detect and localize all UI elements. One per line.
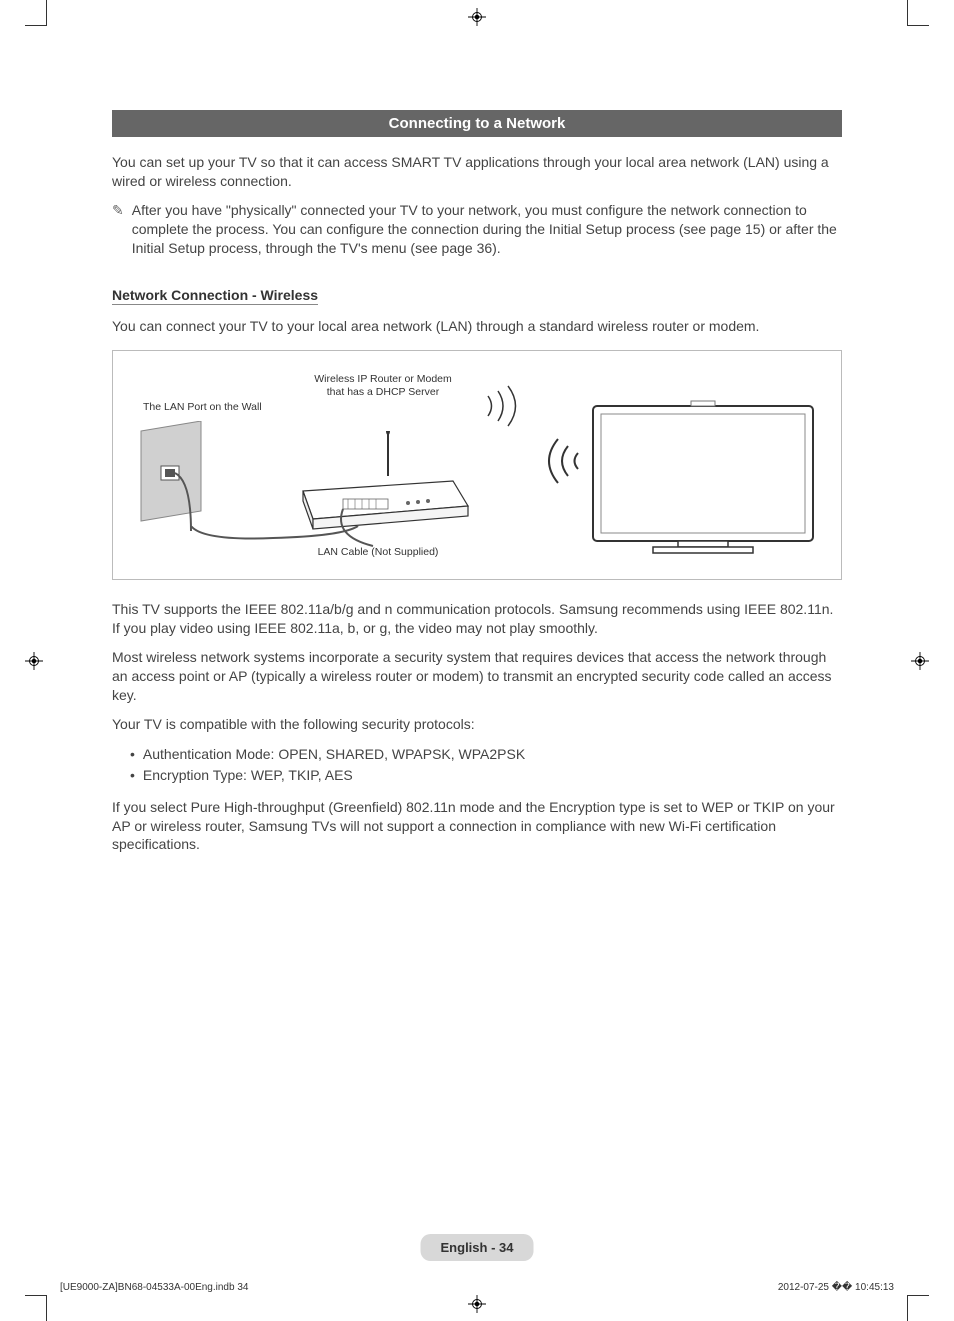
crop-mark: [25, 1295, 47, 1296]
crop-mark: [907, 0, 908, 25]
wifi-signal-in-icon: [538, 431, 588, 491]
subheading: Network Connection - Wireless: [112, 287, 318, 305]
intro-paragraph: You can set up your TV so that it can ac…: [112, 153, 842, 191]
note-text: After you have "physically" connected yo…: [132, 201, 842, 258]
note: ✎ After you have "physically" connected …: [112, 201, 842, 258]
tv-icon: [583, 396, 823, 566]
print-filename: [UE9000-ZA]BN68-04533A-00Eng.indb 34: [60, 1282, 248, 1293]
lan-cable-icon: [183, 526, 363, 546]
crop-mark: [907, 1295, 929, 1296]
list-item: • Authentication Mode: OPEN, SHARED, WPAP…: [130, 744, 842, 765]
paragraph-protocols: This TV supports the IEEE 802.11a/b/g an…: [112, 600, 842, 638]
list-item-text: Authentication Mode: OPEN, SHARED, WPAPS…: [143, 744, 525, 765]
registration-mark-icon: [468, 1295, 486, 1313]
section-header: Connecting to a Network: [112, 110, 842, 137]
wifi-signal-out-icon: [483, 381, 533, 431]
wall-port-icon: [131, 421, 231, 541]
page-number-badge: English - 34: [421, 1234, 534, 1261]
crop-mark: [907, 1296, 908, 1321]
crop-mark: [25, 25, 47, 26]
page-content: Connecting to a Network You can set up y…: [112, 110, 842, 864]
registration-mark-icon: [911, 652, 929, 670]
paragraph-greenfield: If you select Pure High-throughput (Gree…: [112, 798, 842, 855]
list-item: • Encryption Type: WEP, TKIP, AES: [130, 765, 842, 786]
crop-mark: [907, 25, 929, 26]
security-protocol-list: • Authentication Mode: OPEN, SHARED, WPAP…: [130, 744, 842, 786]
network-diagram: The LAN Port on the Wall Wireless IP Rou…: [112, 350, 842, 580]
router-label: Wireless IP Router or Modem that has a D…: [308, 373, 458, 398]
crop-mark: [46, 0, 47, 25]
sub-intro-paragraph: You can connect your TV to your local ar…: [112, 317, 842, 336]
registration-mark-icon: [468, 8, 486, 26]
wall-port-label: The LAN Port on the Wall: [143, 401, 263, 414]
print-timestamp: 2012-07-25 �� 10:45:13: [778, 1282, 894, 1293]
paragraph-security: Most wireless network systems incorporat…: [112, 648, 842, 705]
bullet-icon: •: [130, 765, 135, 786]
paragraph-compat: Your TV is compatible with the following…: [112, 715, 842, 734]
registration-mark-icon: [25, 652, 43, 670]
bullet-icon: •: [130, 744, 135, 765]
list-item-text: Encryption Type: WEP, TKIP, AES: [143, 765, 353, 786]
crop-mark: [46, 1296, 47, 1321]
note-icon: ✎: [112, 202, 124, 258]
